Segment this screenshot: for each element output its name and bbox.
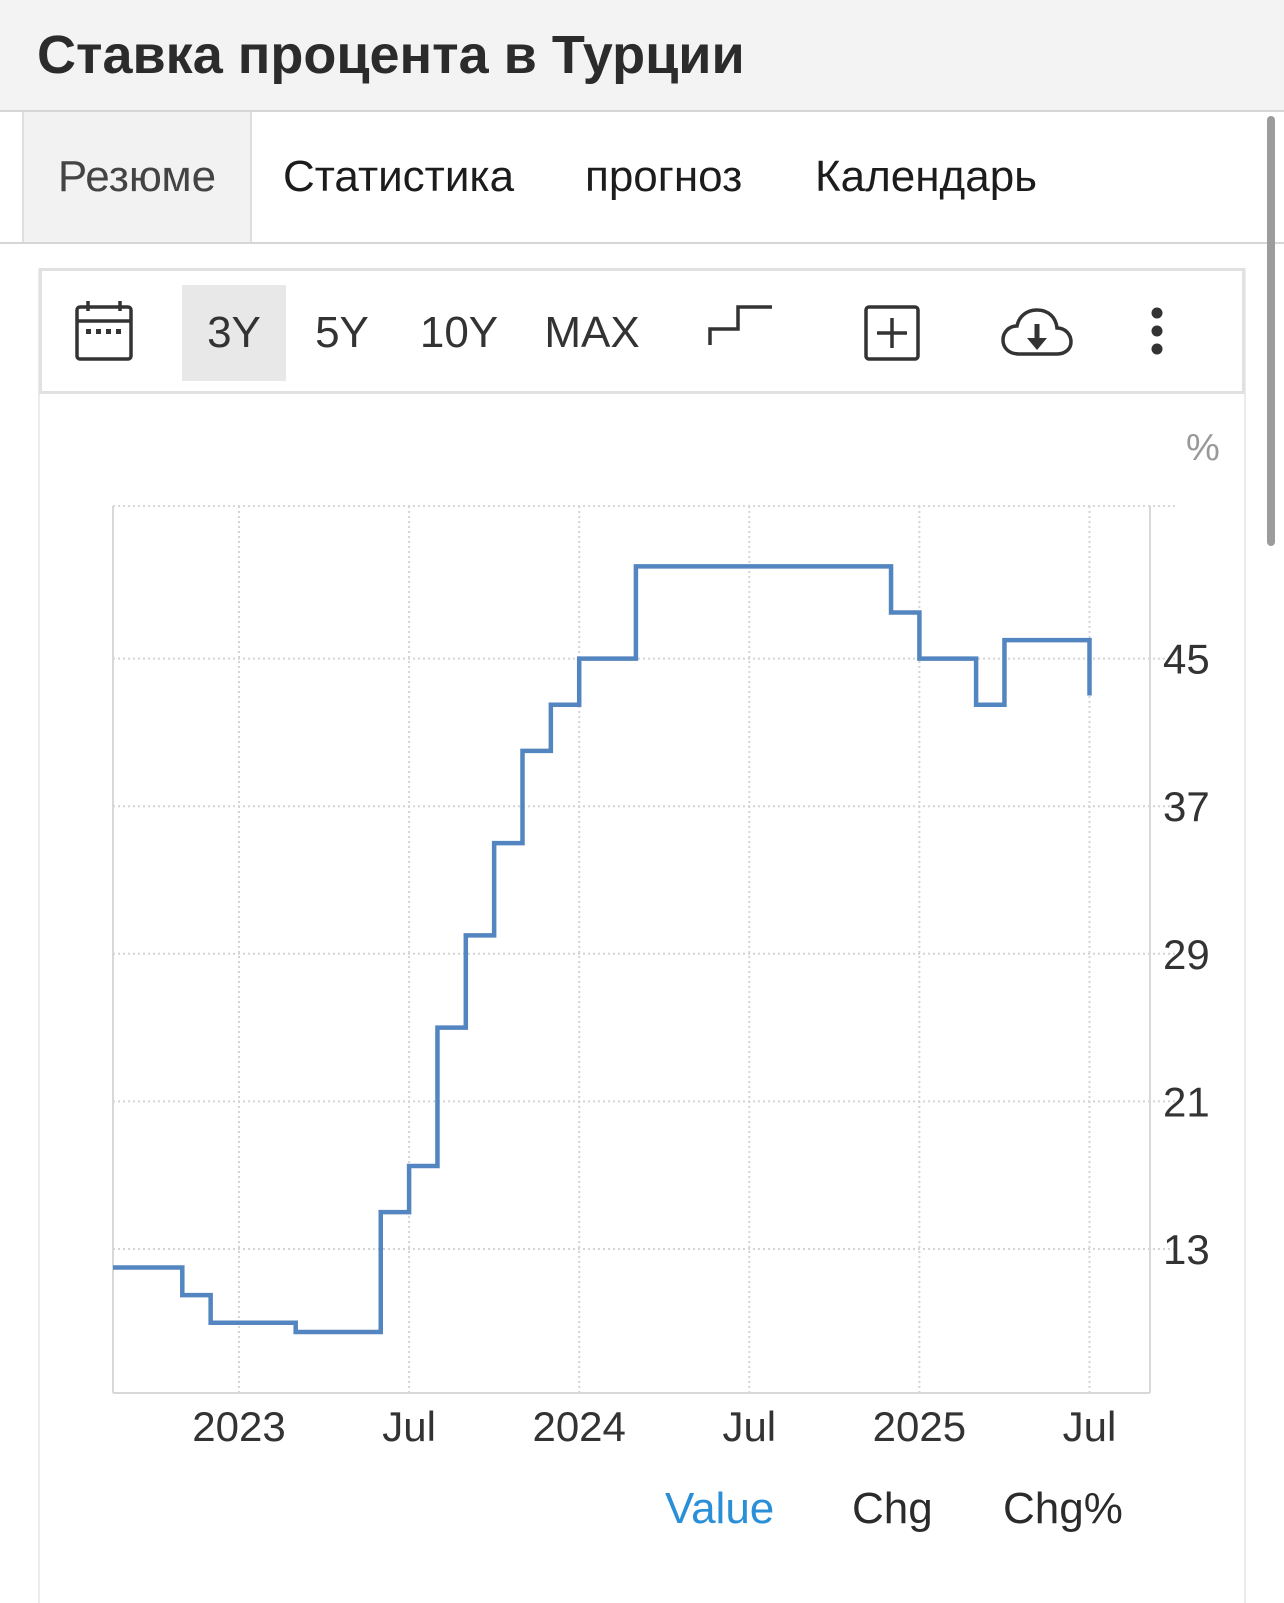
tab-bar: Резюме Статистика прогноз Календарь	[0, 112, 1284, 244]
more-vertical-icon[interactable]	[1137, 305, 1177, 357]
y-tick-label: 37	[1163, 783, 1210, 830]
range-max-button[interactable]: MAX	[544, 308, 640, 357]
tab-summary[interactable]: Резюме	[22, 112, 252, 242]
y-tick-label: 29	[1163, 931, 1210, 978]
legend-chg[interactable]: Chg	[852, 1484, 933, 1533]
y-tick-label: 21	[1163, 1078, 1210, 1125]
page-header: Ставка процента в Турции	[0, 0, 1284, 112]
page-title: Ставка процента в Турции	[37, 25, 745, 85]
y-tick-label: 13	[1163, 1226, 1210, 1273]
range-3y-button[interactable]: 3Y	[182, 285, 286, 381]
unit-label: %	[1186, 427, 1220, 469]
calendar-icon[interactable]	[72, 299, 136, 363]
tab-statistics[interactable]: Статистика	[283, 152, 515, 201]
page-scrollbar[interactable]	[1267, 116, 1275, 546]
x-tick-label: 2024	[532, 1403, 625, 1450]
step-chart-icon[interactable]	[706, 301, 776, 351]
rate-step-line	[113, 564, 1092, 1335]
chart-toolbar: 3Y 5Y 10Y MAX	[39, 268, 1245, 394]
legend-value[interactable]: Value	[665, 1484, 775, 1533]
chart-panel	[38, 268, 1246, 1603]
tab-calendar[interactable]: Календарь	[815, 152, 1038, 201]
x-tick-label: 2025	[873, 1403, 966, 1450]
cloud-download-icon[interactable]	[997, 305, 1077, 361]
x-tick-label: Jul	[382, 1403, 436, 1450]
range-5y-button[interactable]: 5Y	[315, 308, 369, 357]
legend-chg-percent[interactable]: Chg%	[1003, 1484, 1123, 1533]
x-tick-label: Jul	[1063, 1403, 1117, 1450]
y-tick-label: 45	[1163, 636, 1210, 683]
x-tick-label: 2023	[192, 1403, 285, 1450]
x-tick-label: Jul	[722, 1403, 776, 1450]
add-compare-icon[interactable]	[862, 303, 922, 363]
range-10y-button[interactable]: 10Y	[419, 308, 499, 357]
tab-forecast[interactable]: прогноз	[585, 152, 743, 201]
